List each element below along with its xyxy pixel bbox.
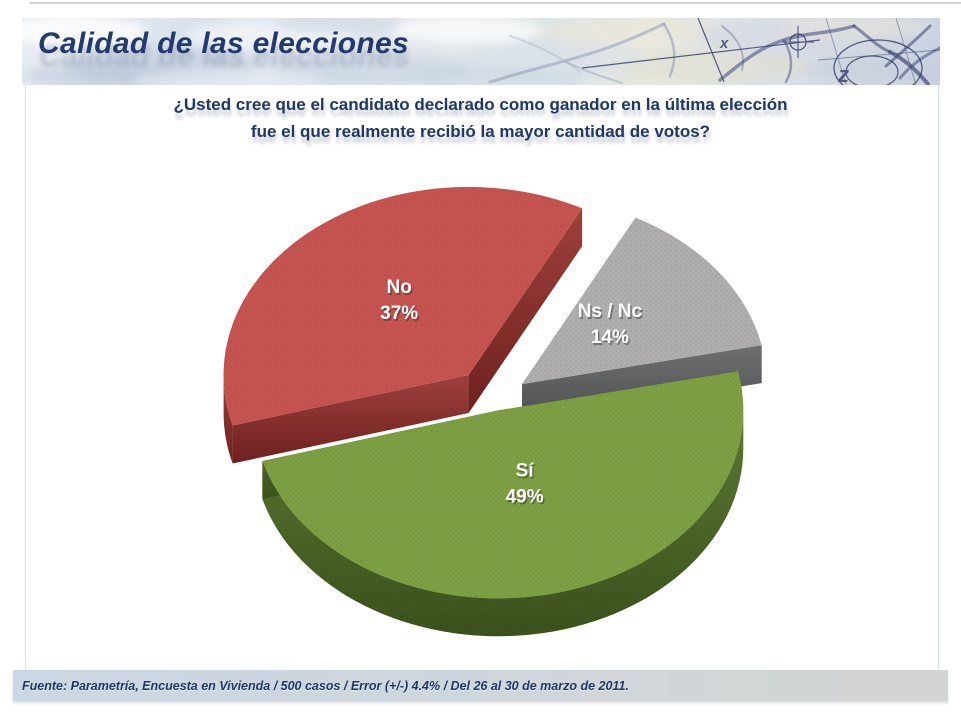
neuron-dendrites-art [488,22,940,85]
pie-slice-no: No 37%No 37% [223,186,583,464]
survey-question-line2: fue el que realmente recibió la mayor ca… [250,122,711,141]
header-banner: x z Calidad de las elecciones [22,18,940,85]
slice-label-ns-nc: Ns / Nc 14% [578,301,643,348]
sketch-letter-z: z [837,62,849,85]
header-art: x z [22,18,940,85]
slice-label-ns-nc-shadow: Ns / Nc 14% [579,303,644,350]
slice-label-no: No 37% [380,277,418,324]
content-frame [25,85,939,670]
survey-question: ¿Usted cree que el candidato declarado c… [0,91,961,145]
pie-slice-si: Sí 49%Sí 49% [262,371,744,637]
footer-source-bar: Fuente: Parametría, Encuesta en Vivienda… [13,670,948,701]
slice-label-no-shadow: No 37% [382,279,420,326]
pie-slice-cut-face-no [232,375,469,464]
slide-top-edge-line [30,2,961,4]
source-text: Fuente: Parametría, Encuesta en Vivienda… [22,678,629,693]
slice-label-si: Sí 49% [506,461,544,508]
sketch-letter-x: x [719,35,729,52]
pie-slice-cut-face-no [468,208,583,413]
slice-label-si-shadow: Sí 49% [507,463,545,510]
math-sketch-art: x z [581,18,940,85]
page-title: Calidad de las elecciones [38,27,410,60]
survey-question-line1: ¿Usted cree que el candidato declarado c… [173,95,788,114]
